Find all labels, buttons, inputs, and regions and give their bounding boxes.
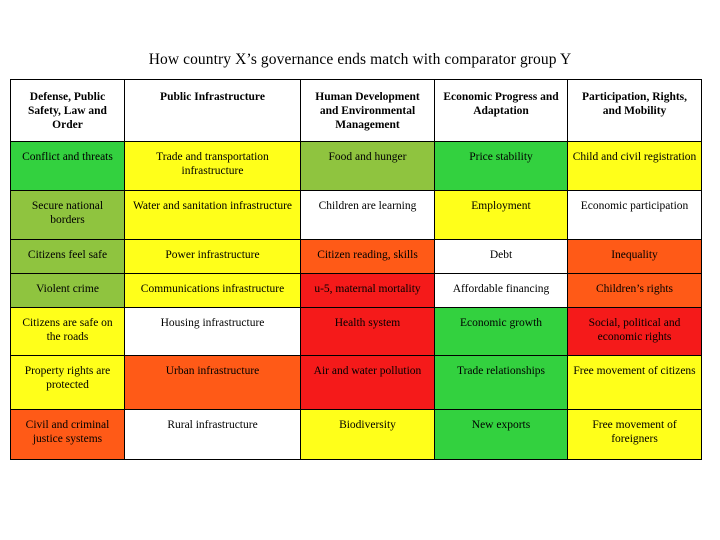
table-cell: Secure national borders [10, 190, 125, 240]
table-cell: Housing infrastructure [124, 307, 301, 356]
column-header-economic-progress: Economic Progress and Adaptation [434, 79, 568, 142]
table-cell: Free movement of citizens [567, 355, 702, 410]
table-cell: Economic participation [567, 190, 702, 240]
table-cell: Child and civil registration [567, 141, 702, 191]
table-cell: Power infrastructure [124, 239, 301, 274]
table-cell: Citizens feel safe [10, 239, 125, 274]
table-row: Citizens are safe on the roads Housing i… [10, 307, 702, 356]
table-cell: Affordable financing [434, 273, 568, 308]
table-cell: Trade and transportation infrastructure [124, 141, 301, 191]
table-cell: u-5, maternal mortality [300, 273, 435, 308]
table-cell: Inequality [567, 239, 702, 274]
table-cell: Citizens are safe on the roads [10, 307, 125, 356]
table-cell: Free movement of foreigners [567, 409, 702, 460]
table-row: Secure national borders Water and sanita… [10, 190, 702, 240]
column-header-participation: Participation, Rights, and Mobility [567, 79, 702, 142]
table-cell: Economic growth [434, 307, 568, 356]
table-row: Citizens feel safe Power infrastructure … [10, 239, 702, 274]
governance-matrix: Defense, Public Safety, Law and Order Pu… [10, 79, 702, 460]
table-cell: New exports [434, 409, 568, 460]
table-cell: Conflict and threats [10, 141, 125, 191]
table-cell: Price stability [434, 141, 568, 191]
table-cell: Citizen reading, skills [300, 239, 435, 274]
table-cell: Urban infrastructure [124, 355, 301, 410]
table-cell: Food and hunger [300, 141, 435, 191]
table-cell: Communications infrastructure [124, 273, 301, 308]
table-cell: Water and sanitation infrastructure [124, 190, 301, 240]
table-cell: Children are learning [300, 190, 435, 240]
table-row: Property rights are protected Urban infr… [10, 355, 702, 410]
table-cell: Air and water pollution [300, 355, 435, 410]
table-cell: Employment [434, 190, 568, 240]
header-row: Defense, Public Safety, Law and Order Pu… [10, 79, 702, 142]
column-header-human-development: Human Development and Environmental Mana… [300, 79, 435, 142]
page-title: How country X’s governance ends match wi… [148, 51, 572, 68]
column-header-infrastructure: Public Infrastructure [124, 79, 301, 142]
table-cell: Health system [300, 307, 435, 356]
table-cell: Property rights are protected [10, 355, 125, 410]
table-cell: Children’s rights [567, 273, 702, 308]
table-cell: Biodiversity [300, 409, 435, 460]
table-cell: Debt [434, 239, 568, 274]
table-cell: Rural infrastructure [124, 409, 301, 460]
table-cell: Social, political and economic rights [567, 307, 702, 356]
table-cell: Civil and criminal justice systems [10, 409, 125, 460]
table-cell: Violent crime [10, 273, 125, 308]
table-cell: Trade relationships [434, 355, 568, 410]
column-header-defense: Defense, Public Safety, Law and Order [10, 79, 125, 142]
table-row: Civil and criminal justice systems Rural… [10, 409, 702, 460]
table-row: Conflict and threats Trade and transport… [10, 141, 702, 191]
table-row: Violent crime Communications infrastruct… [10, 273, 702, 308]
